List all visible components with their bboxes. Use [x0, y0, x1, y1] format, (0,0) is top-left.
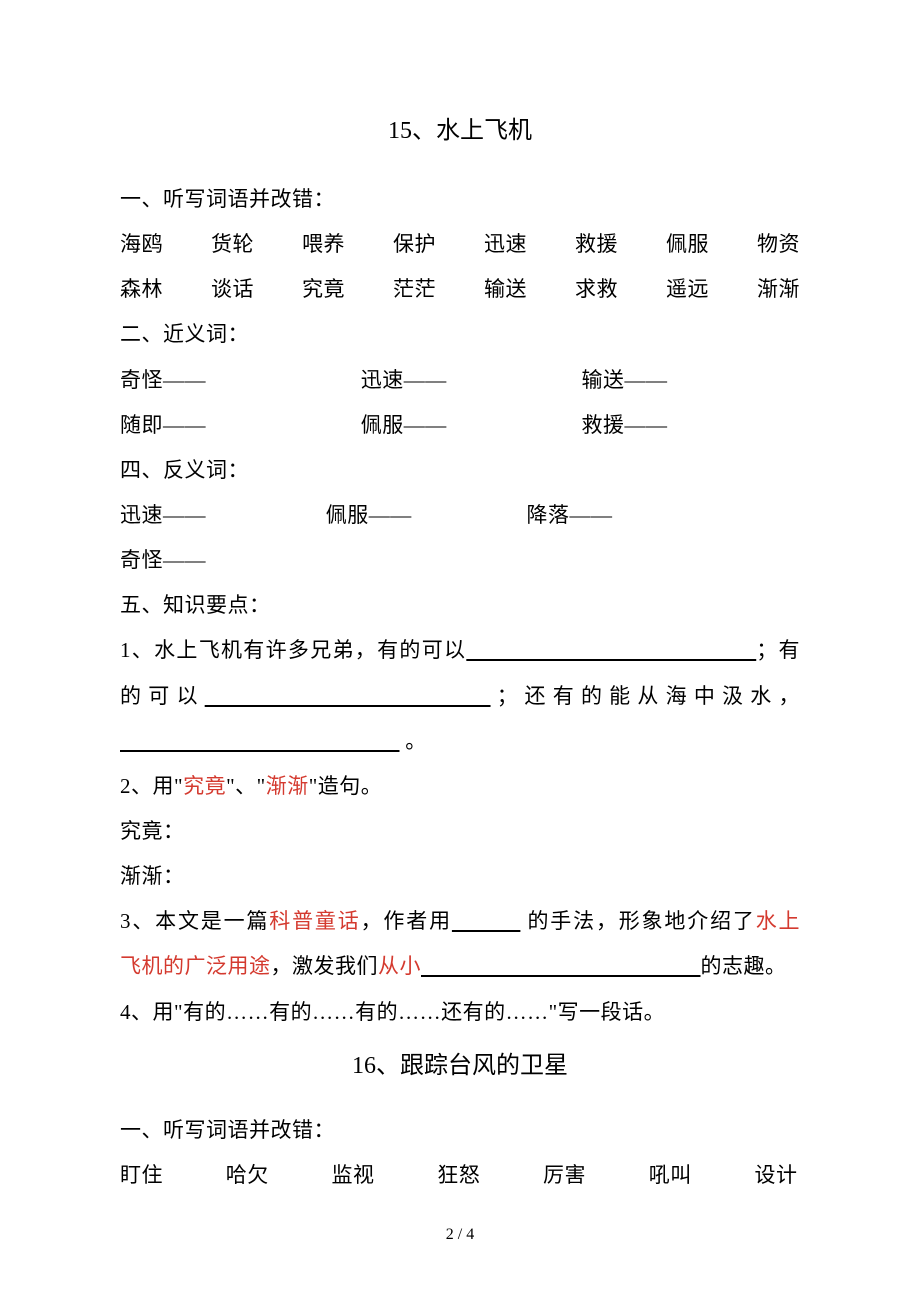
word: 监视: [332, 1153, 432, 1198]
word: 谈话: [211, 267, 254, 312]
q2-line: 2、用"究竟"、"渐渐"造句。: [120, 764, 800, 809]
word: 佩服: [666, 222, 709, 267]
q3-line2: 飞机的广泛用途，激发我们从小 的志趣。: [120, 944, 800, 989]
word: 求救: [575, 267, 618, 312]
sec1-heading: 一、听写词语并改错：: [120, 177, 800, 222]
q3-line1: 3、本文是一篇科普童话，作者用 的手法，形象地介绍了水上: [120, 899, 800, 944]
word: 森林: [120, 267, 163, 312]
q2-text: "造句。: [309, 774, 383, 798]
q3-red: 飞机的广泛用途: [120, 954, 271, 978]
sec2-row1: 奇怪—— 迅速—— 输送——: [120, 358, 800, 403]
syn-pair: 输送——: [582, 358, 668, 403]
document-page: 15、水上飞机 一、听写词语并改错： 海鸥 货轮 喂养 保护 迅速 救援 佩服 …: [0, 0, 920, 1302]
word: 盯住: [120, 1153, 220, 1198]
word: 渐渐: [757, 267, 800, 312]
ant-pair: 降落——: [527, 493, 717, 538]
syn-pair: 随即——: [120, 403, 355, 448]
q1-line1: 1、水上飞机有许多兄弟，有的可以 ；有: [120, 628, 800, 673]
sec4-heading: 四、反义词：: [120, 448, 800, 493]
q3-text: 的手法，形象地介绍了: [520, 909, 755, 933]
word: 保护: [393, 222, 436, 267]
sec1-row1: 海鸥 货轮 喂养 保护 迅速 救援 佩服 物资: [120, 222, 800, 267]
ant-pair: 迅速——: [120, 493, 320, 538]
word: 厉害: [543, 1153, 643, 1198]
q1-text: ； 还 有 的 能 从 海 中 汲 水 ，: [491, 684, 801, 708]
blank: [120, 729, 400, 753]
q1-line2: 的 可 以 ； 还 有 的 能 从 海 中 汲 水 ，: [120, 674, 800, 719]
q3-red: 科普童话: [269, 909, 360, 933]
sec5-heading: 五、知识要点：: [120, 583, 800, 628]
word: 设计: [755, 1153, 798, 1198]
q2-word2: 渐渐: [266, 774, 309, 798]
word: 吼叫: [649, 1153, 749, 1198]
word: 狂怒: [437, 1153, 537, 1198]
secb1-row1: 盯住 哈欠 监视 狂怒 厉害 吼叫 设计: [120, 1153, 800, 1198]
q3-text: 3、本文是一篇: [120, 909, 269, 933]
ant-pair: 奇怪——: [120, 538, 206, 583]
syn-pair: 救援——: [582, 403, 668, 448]
sec1-row2: 森林 谈话 究竟 茫茫 输送 求救 遥远 渐渐: [120, 267, 800, 312]
q4-line: 4、用"有的……有的……有的……还有的……"写一段话。: [120, 990, 800, 1035]
blank: [466, 638, 756, 662]
q2-text: 2、用": [120, 774, 183, 798]
q3-text: 的志趣。: [701, 954, 787, 978]
blank: [452, 909, 520, 933]
word: 喂养: [302, 222, 345, 267]
word: 输送: [484, 267, 527, 312]
q3-text: ，激发我们: [271, 954, 379, 978]
lesson-title-15: 15、水上飞机: [120, 110, 800, 145]
q2-text: "、": [226, 774, 266, 798]
word: 货轮: [211, 222, 254, 267]
word: 哈欠: [226, 1153, 326, 1198]
q2-word1: 究竟: [183, 774, 226, 798]
word: 究竟: [302, 267, 345, 312]
q3-red: 水上: [756, 909, 800, 933]
q3-text: ，作者用: [361, 909, 452, 933]
word: 救援: [575, 222, 618, 267]
sec4-row1: 迅速—— 佩服—— 降落—— 奇怪——: [120, 493, 800, 583]
q1-line3: 。: [120, 719, 800, 764]
sec2-heading: 二、近义词：: [120, 312, 800, 357]
q1-text: 1、水上飞机有许多兄弟，有的可以: [120, 638, 466, 662]
syn-pair: 佩服——: [361, 403, 576, 448]
blank: [421, 954, 701, 978]
syn-pair: 奇怪——: [120, 358, 355, 403]
word: 物资: [757, 222, 800, 267]
q1-text: ；有: [756, 638, 800, 662]
q1-text: 的 可 以: [120, 684, 205, 708]
page-number: 2 / 4: [0, 1226, 920, 1244]
word: 海鸥: [120, 222, 163, 267]
word: 遥远: [666, 267, 709, 312]
sec2-row2: 随即—— 佩服—— 救援——: [120, 403, 800, 448]
q1-text: 。: [400, 729, 427, 753]
secb1-heading: 一、听写词语并改错：: [120, 1108, 800, 1153]
syn-pair: 迅速——: [361, 358, 576, 403]
q2-prompt2: 渐渐：: [120, 854, 800, 899]
lesson-title-16: 16、跟踪台风的卫星: [120, 1045, 800, 1080]
q3-red: 从小: [378, 954, 421, 978]
word: 迅速: [484, 222, 527, 267]
word: 茫茫: [393, 267, 436, 312]
ant-pair: 佩服——: [326, 493, 521, 538]
blank: [205, 684, 491, 708]
q2-prompt1: 究竟：: [120, 809, 800, 854]
